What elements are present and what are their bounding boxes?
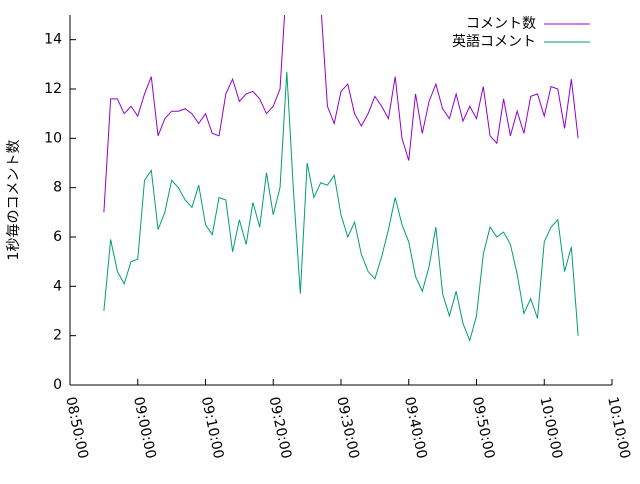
y-tick-label: 14 (44, 32, 62, 48)
y-tick-label: 4 (53, 278, 62, 294)
x-tick-label: 08:50:00 (62, 395, 91, 460)
x-tick-label: 10:00:00 (536, 395, 565, 460)
x-tick-label: 10:10:00 (604, 395, 633, 460)
y-tick-label: 10 (44, 130, 62, 146)
x-tick-label: 09:30:00 (333, 395, 362, 460)
x-tick-label: 09:20:00 (265, 395, 294, 460)
y-tick-label: 2 (53, 328, 62, 344)
y-tick-label: 0 (53, 377, 62, 393)
x-tick-label: 09:50:00 (469, 395, 498, 460)
y-tick-label: 6 (53, 229, 62, 245)
x-tick-label: 09:40:00 (401, 395, 430, 460)
legend-label: コメント数 (466, 16, 536, 32)
y-tick-label: 8 (53, 180, 62, 196)
legend-label: 英語コメント (452, 33, 536, 50)
y-axis-label: 1秒毎のコメント数 (6, 140, 22, 261)
x-tick-label: 09:10:00 (198, 395, 227, 460)
y-tick-label: 12 (44, 81, 62, 97)
x-tick-label: 09:00:00 (130, 395, 159, 460)
plot-area (103, 15, 579, 343)
series-line (103, 71, 579, 343)
series-line (103, 15, 579, 213)
